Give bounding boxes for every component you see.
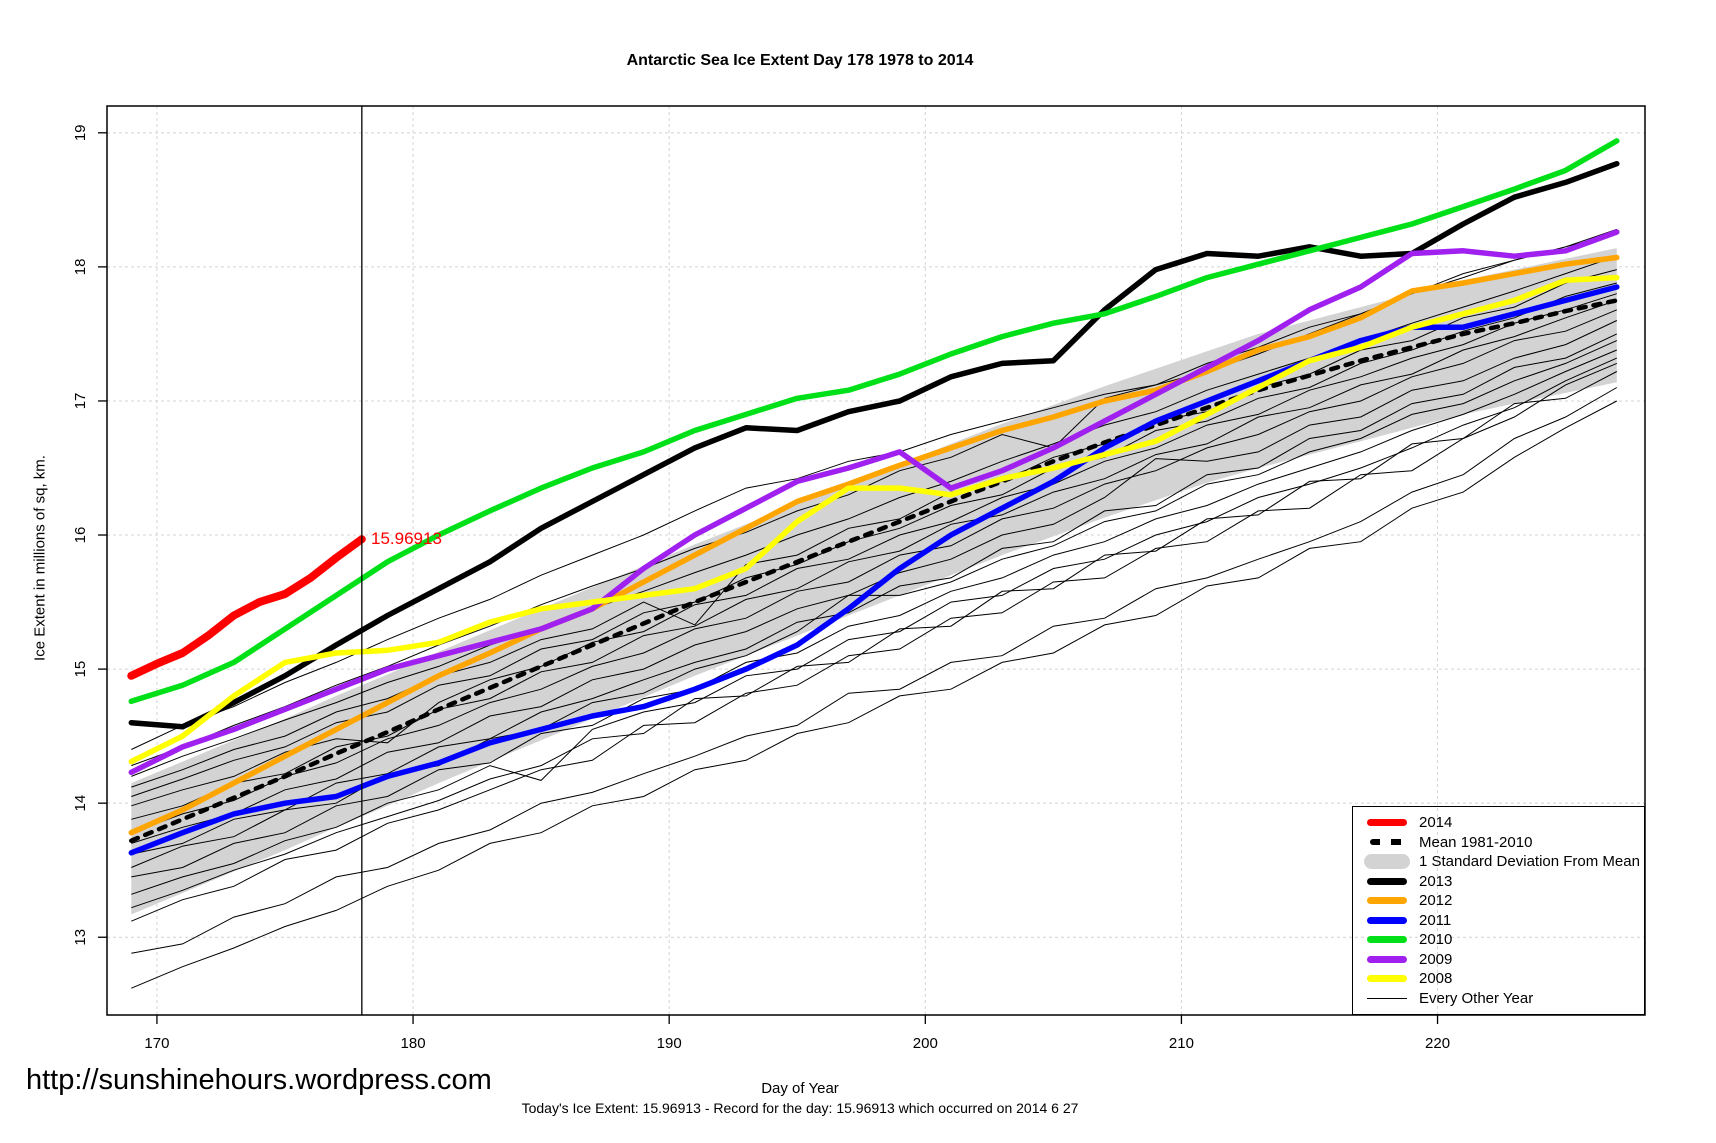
- series-line-2009: [128, 229, 1620, 776]
- legend-entry: 2011: [1353, 911, 1644, 931]
- legend-thick-swatch: [1367, 897, 1407, 905]
- plot-border: [106, 105, 1646, 1016]
- legend-label: 2014: [1419, 814, 1453, 832]
- today-extent-caption: Today's Ice Extent: 15.96913 - Record fo…: [521, 1100, 1079, 1116]
- series-line-2010: [128, 138, 1620, 705]
- legend-sample-box: [1361, 854, 1413, 870]
- legend-sample-box: [1361, 916, 1413, 924]
- legend-label: 2011: [1419, 911, 1452, 929]
- legend-sample-box: [1361, 975, 1413, 983]
- y-axis-label: Ice Extent in millions of sq, km.: [31, 455, 49, 661]
- every-other-year-line: [131, 357, 1618, 895]
- every-other-year-line: [131, 371, 1618, 909]
- series-line-2008: [128, 274, 1620, 765]
- legend-sample-box: [1361, 997, 1413, 999]
- legend-thick-swatch: [1367, 936, 1407, 944]
- x-tick-label: 170: [144, 1035, 169, 1052]
- y-tick-label: 13: [72, 929, 89, 946]
- every-other-year-line: [131, 362, 1617, 922]
- legend-label: 2013: [1419, 872, 1453, 890]
- legend-sample-box: [1361, 819, 1413, 827]
- legend-entry: 2010: [1353, 930, 1644, 950]
- every-other-year-line: [131, 299, 1617, 820]
- legend-label: 1 Standard Deviation From Mean: [1419, 853, 1640, 871]
- every-other-year-line: [131, 349, 1617, 878]
- x-tick-label: 220: [1425, 1035, 1450, 1052]
- y-tick-label: 18: [72, 259, 89, 276]
- legend-band-swatch: [1364, 854, 1410, 870]
- x-tick-label: 190: [657, 1035, 682, 1052]
- legend-thick-swatch: [1367, 955, 1407, 963]
- legend-thick-swatch: [1367, 877, 1407, 885]
- every-other-year-line: [131, 387, 1618, 954]
- legend-thick-swatch: [1367, 916, 1407, 924]
- legend-label: 2012: [1419, 892, 1453, 910]
- series-line-2014: [127, 535, 366, 680]
- legend-sample-box: [1361, 955, 1413, 963]
- legend-entry: 2014: [1353, 813, 1644, 833]
- y-tick-label: 16: [72, 527, 89, 544]
- chart-title: Antarctic Sea Ice Extent Day 178 1978 to…: [626, 52, 974, 69]
- legend-entry: 2012: [1353, 891, 1644, 911]
- every-other-year-line: [131, 320, 1618, 844]
- x-tick-label: 180: [401, 1035, 426, 1052]
- legend-sample-box: [1361, 839, 1413, 846]
- legend-entry: 1 Standard Deviation From Mean: [1353, 852, 1644, 872]
- series-line-2011: [128, 284, 1620, 856]
- series-line-2013: [128, 160, 1620, 730]
- legend-thick-swatch: [1367, 819, 1407, 827]
- legend-entry: 2013: [1353, 872, 1644, 892]
- y-tick-label: 17: [72, 393, 89, 410]
- x-tick-label: 200: [913, 1035, 938, 1052]
- legend-label: Every Other Year: [1419, 989, 1534, 1007]
- y-tick-label: 14: [72, 795, 89, 812]
- x-axis-label: Day of Year: [761, 1080, 839, 1097]
- watermark-url: http://sunshinehours.wordpress.com: [26, 1064, 492, 1096]
- y-tick-label: 19: [72, 124, 89, 141]
- legend-label: 2010: [1419, 931, 1453, 949]
- legend-sample-box: [1361, 897, 1413, 905]
- every-other-year-line: [131, 269, 1617, 788]
- series-line-2012: [128, 254, 1620, 836]
- legend-thick-swatch: [1367, 975, 1407, 983]
- every-other-year-line: [131, 282, 1617, 797]
- series-line-mean-1981-2010: [129, 298, 1620, 843]
- legend-entry: 2008: [1353, 969, 1644, 989]
- legend-entry: Every Other Year: [1353, 989, 1644, 1009]
- legend-label: 2008: [1419, 970, 1453, 988]
- legend-dashed-swatch: [1370, 839, 1404, 846]
- legend-box: 2014 Mean 1981-2010 1 Standard Deviation F…: [1352, 806, 1645, 1015]
- x-tick-label: 210: [1169, 1035, 1194, 1052]
- legend-label: 2009: [1419, 950, 1453, 968]
- y-tick-label: 15: [72, 661, 89, 678]
- legend-entry: 2009: [1353, 950, 1644, 970]
- every-other-year-line: [131, 293, 1617, 807]
- every-other-year-line: [131, 309, 1617, 834]
- legend-sample-box: [1361, 936, 1413, 944]
- every-other-year-line: [131, 400, 1618, 989]
- std-deviation-band: [131, 248, 1617, 915]
- legend-thin-swatch: [1367, 997, 1407, 999]
- legend-label: Mean 1981-2010: [1419, 833, 1533, 851]
- every-other-year-line: [131, 333, 1618, 855]
- current-value-annotation: 15.96913: [371, 529, 442, 548]
- legend-entry: Mean 1981-2010: [1353, 833, 1644, 853]
- data-layer: [127, 138, 1620, 989]
- legend-sample-box: [1361, 877, 1413, 885]
